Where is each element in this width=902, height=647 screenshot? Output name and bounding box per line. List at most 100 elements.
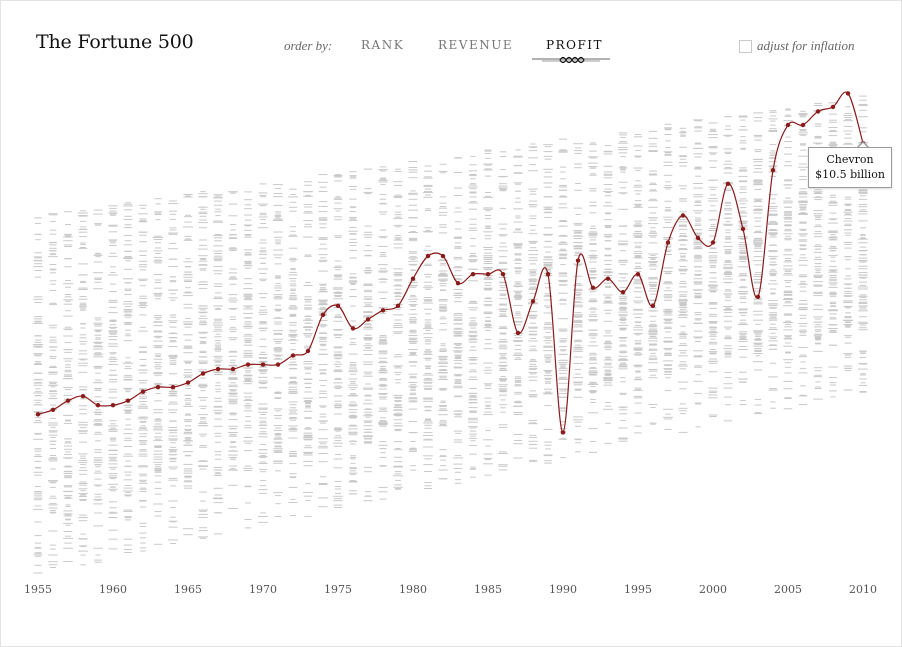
company-dash bbox=[573, 207, 583, 209]
company-dash bbox=[440, 308, 446, 310]
company-dash bbox=[604, 150, 612, 152]
company-dash bbox=[320, 326, 326, 328]
company-dash bbox=[93, 213, 103, 215]
company-dash bbox=[349, 411, 357, 413]
company-dash bbox=[303, 191, 313, 193]
company-dash bbox=[800, 229, 806, 231]
company-dash bbox=[409, 225, 417, 227]
sort-revenue-tab[interactable]: REVENUE bbox=[438, 38, 514, 52]
company-dash bbox=[289, 463, 297, 465]
company-dash bbox=[469, 196, 477, 198]
company-dash bbox=[558, 189, 568, 191]
company-dash bbox=[603, 302, 613, 304]
company-dash bbox=[649, 344, 657, 346]
company-dash bbox=[304, 391, 312, 393]
company-dash bbox=[320, 324, 326, 326]
company-dash bbox=[169, 451, 177, 453]
company-dash bbox=[408, 161, 418, 162]
company-dash bbox=[230, 319, 236, 320]
company-dash bbox=[33, 456, 43, 457]
company-dash bbox=[214, 253, 222, 254]
company-dash bbox=[634, 134, 642, 135]
company-dash bbox=[424, 365, 432, 367]
sort-rank-tab[interactable]: RANK bbox=[361, 38, 405, 52]
company-dash bbox=[319, 261, 327, 263]
company-dash bbox=[410, 190, 416, 192]
company-dash bbox=[303, 333, 313, 334]
company-dash bbox=[33, 323, 43, 324]
adjust-inflation-toggle[interactable]: adjust for inflation bbox=[739, 38, 855, 54]
company-dash bbox=[244, 260, 252, 262]
company-dash bbox=[498, 424, 508, 426]
company-dash bbox=[109, 210, 117, 212]
company-dash bbox=[454, 172, 463, 173]
company-dash bbox=[725, 135, 731, 137]
company-dash bbox=[138, 433, 148, 435]
company-dash bbox=[800, 110, 806, 112]
company-dash bbox=[78, 432, 88, 434]
company-dash bbox=[333, 370, 343, 372]
company-dash bbox=[290, 477, 296, 479]
company-dash bbox=[94, 464, 102, 466]
company-dash bbox=[498, 185, 508, 187]
company-dash bbox=[768, 230, 778, 231]
company-dash bbox=[695, 166, 701, 168]
company-dash bbox=[528, 233, 538, 235]
inflation-checkbox[interactable] bbox=[739, 39, 752, 53]
company-dash bbox=[170, 293, 176, 295]
company-dash bbox=[335, 388, 341, 389]
company-dash bbox=[108, 331, 118, 333]
company-dash bbox=[634, 302, 642, 304]
company-dash bbox=[663, 368, 673, 370]
company-dash bbox=[679, 302, 687, 304]
company-dash bbox=[273, 317, 283, 319]
company-dash bbox=[648, 200, 658, 202]
company-dash bbox=[709, 194, 717, 196]
company-dash bbox=[800, 208, 806, 210]
company-dash bbox=[514, 297, 522, 299]
company-dash bbox=[379, 271, 387, 273]
company-dash bbox=[108, 477, 118, 479]
company-dash bbox=[575, 214, 581, 215]
company-dash bbox=[319, 416, 327, 418]
company-dash bbox=[454, 479, 462, 481]
company-dash bbox=[289, 335, 297, 336]
company-dash bbox=[108, 299, 118, 301]
company-dash bbox=[334, 406, 342, 408]
company-dash bbox=[513, 405, 523, 407]
company-dash bbox=[574, 312, 582, 314]
company-dash bbox=[243, 352, 253, 354]
company-dash bbox=[574, 242, 582, 244]
company-dash bbox=[468, 339, 478, 341]
company-dash bbox=[244, 321, 252, 323]
company-dash bbox=[334, 440, 342, 442]
company-dash bbox=[678, 269, 688, 271]
company-dash bbox=[723, 217, 733, 219]
company-dash bbox=[34, 276, 42, 278]
company-dash bbox=[740, 140, 746, 142]
company-dash bbox=[319, 243, 327, 245]
company-dash bbox=[739, 222, 747, 224]
company-dash bbox=[799, 143, 807, 145]
company-dash bbox=[768, 345, 778, 347]
company-dash bbox=[183, 196, 193, 198]
company-dash bbox=[214, 348, 222, 350]
company-dash bbox=[260, 262, 266, 264]
company-dash bbox=[784, 280, 792, 281]
company-dash bbox=[708, 285, 718, 287]
company-dash bbox=[153, 429, 163, 431]
company-dash bbox=[318, 438, 328, 440]
company-dash bbox=[168, 439, 178, 441]
company-dash bbox=[64, 360, 72, 362]
company-dash bbox=[813, 308, 823, 310]
company-dash bbox=[393, 268, 403, 270]
sort-profit-tab[interactable]: PROFIT bbox=[546, 38, 604, 52]
company-dash bbox=[139, 532, 147, 534]
company-dash bbox=[154, 447, 162, 448]
company-dash bbox=[123, 244, 133, 246]
company-dash bbox=[408, 361, 418, 363]
company-dash bbox=[648, 281, 658, 283]
company-dash bbox=[543, 264, 553, 266]
company-dash bbox=[259, 250, 267, 252]
